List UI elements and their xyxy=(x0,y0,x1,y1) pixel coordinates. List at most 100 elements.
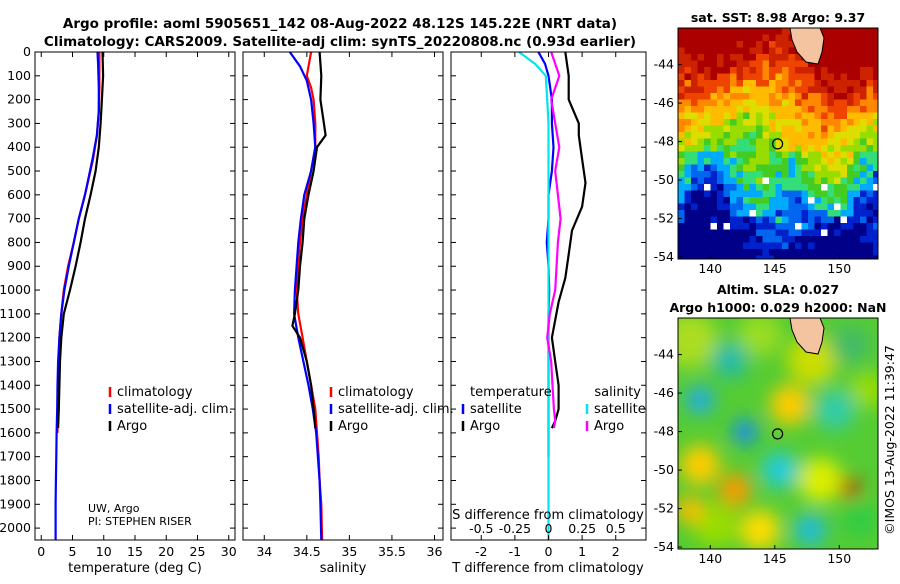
sst-cell xyxy=(697,242,705,250)
sst-cell xyxy=(730,145,737,152)
sst-cell xyxy=(730,197,737,204)
sst-cell xyxy=(756,145,763,152)
sst-cell xyxy=(762,125,770,133)
sst-cell xyxy=(697,67,705,74)
sst-cell xyxy=(697,164,705,172)
sst-cell xyxy=(697,223,705,230)
sst-cell xyxy=(769,132,776,139)
sst-cell xyxy=(756,138,763,146)
sst-cell xyxy=(704,60,711,68)
sst-cell xyxy=(678,47,685,55)
y-tick-label: 400 xyxy=(7,139,31,154)
sst-cell xyxy=(736,249,744,256)
sst-cell xyxy=(769,54,776,61)
sst-cell xyxy=(762,197,770,204)
sst-cell xyxy=(840,34,848,42)
sst-map-panel: sat. SST: 8.98 Argo: 9.37 140 145 150 -44 -4… xyxy=(654,10,879,276)
sst-cell xyxy=(710,190,718,198)
sst-cell xyxy=(782,210,789,217)
sst-cell xyxy=(808,249,815,256)
sst-cell xyxy=(853,60,861,68)
sst-cell xyxy=(749,184,757,191)
sst-cell xyxy=(730,138,737,146)
sst-cell xyxy=(775,99,783,107)
sla-anomaly-blob xyxy=(794,514,826,546)
legend-label: climatology xyxy=(338,385,414,400)
y-tick-label: 1000 xyxy=(0,282,31,297)
sst-cell xyxy=(697,171,705,178)
sst-cell xyxy=(723,80,731,87)
sst-cell xyxy=(762,223,770,230)
sst-cell xyxy=(782,177,789,185)
sst-cell xyxy=(730,223,737,230)
sst-cell xyxy=(691,151,698,159)
sst-cell xyxy=(827,112,835,120)
sst-cell xyxy=(704,151,711,159)
sst-cell xyxy=(723,132,731,139)
sst-cell xyxy=(847,203,854,211)
sst-cell xyxy=(691,190,698,198)
x-tick-label: -1 xyxy=(509,544,521,559)
map-y-tick-label: -50 xyxy=(654,172,674,187)
sst-cell xyxy=(847,132,854,139)
sst-cell xyxy=(736,86,744,94)
sst-cell xyxy=(834,28,841,35)
series-line-s-argo xyxy=(546,52,562,429)
sst-cell xyxy=(697,106,705,113)
sst-cell xyxy=(743,223,750,230)
sst-cell xyxy=(788,197,796,204)
sst-cell xyxy=(697,151,705,159)
sst-cell xyxy=(827,60,835,68)
sst-cell xyxy=(853,112,861,120)
sst-cell xyxy=(704,223,711,230)
sst-cell xyxy=(775,112,783,120)
sst-cell xyxy=(730,236,737,243)
sst-cell xyxy=(704,197,711,204)
sst-cell xyxy=(873,106,878,113)
sst-cell xyxy=(710,34,718,42)
sst-cell xyxy=(808,132,815,139)
sst-cell xyxy=(788,210,796,217)
s-tick-label: 0 xyxy=(545,521,553,536)
sst-cell xyxy=(717,73,724,81)
sst-cell xyxy=(873,210,878,217)
sst-cell xyxy=(775,41,783,48)
sst-cell xyxy=(749,210,757,217)
sst-cell xyxy=(847,145,854,152)
x-tick-label: 2 xyxy=(612,544,620,559)
sst-cell xyxy=(762,119,770,126)
sst-cell xyxy=(847,171,854,178)
sst-cell xyxy=(710,197,718,204)
sst-cell xyxy=(678,223,685,230)
sst-cell xyxy=(730,171,737,178)
sst-cell xyxy=(788,145,796,152)
sst-cell xyxy=(860,112,867,120)
sst-cell xyxy=(775,255,783,259)
sst-cell xyxy=(827,125,835,133)
sst-cell xyxy=(730,80,737,87)
sst-cell xyxy=(743,236,750,243)
imos-credit: ©IMOS 13-Aug-2022 11:39:47 xyxy=(882,345,897,535)
sst-cell xyxy=(788,106,796,113)
sst-cell xyxy=(678,164,685,172)
sst-cell xyxy=(834,47,841,55)
sst-cell xyxy=(769,197,776,204)
sst-cell xyxy=(782,158,789,165)
sst-cell xyxy=(866,132,874,139)
sst-cell xyxy=(821,184,828,191)
sst-cell xyxy=(866,197,874,204)
sst-cell xyxy=(853,145,861,152)
sla-anomaly-field xyxy=(678,318,878,549)
sst-cell xyxy=(860,171,867,178)
sst-cell xyxy=(704,229,711,237)
sst-cell xyxy=(801,216,809,224)
sst-cell xyxy=(691,132,698,139)
sst-cell xyxy=(814,158,822,165)
sst-cell xyxy=(678,171,685,178)
sst-cell xyxy=(769,93,776,100)
sst-cell xyxy=(808,164,815,172)
sst-cell xyxy=(749,216,757,224)
x-tick-label: 25 xyxy=(190,544,206,559)
